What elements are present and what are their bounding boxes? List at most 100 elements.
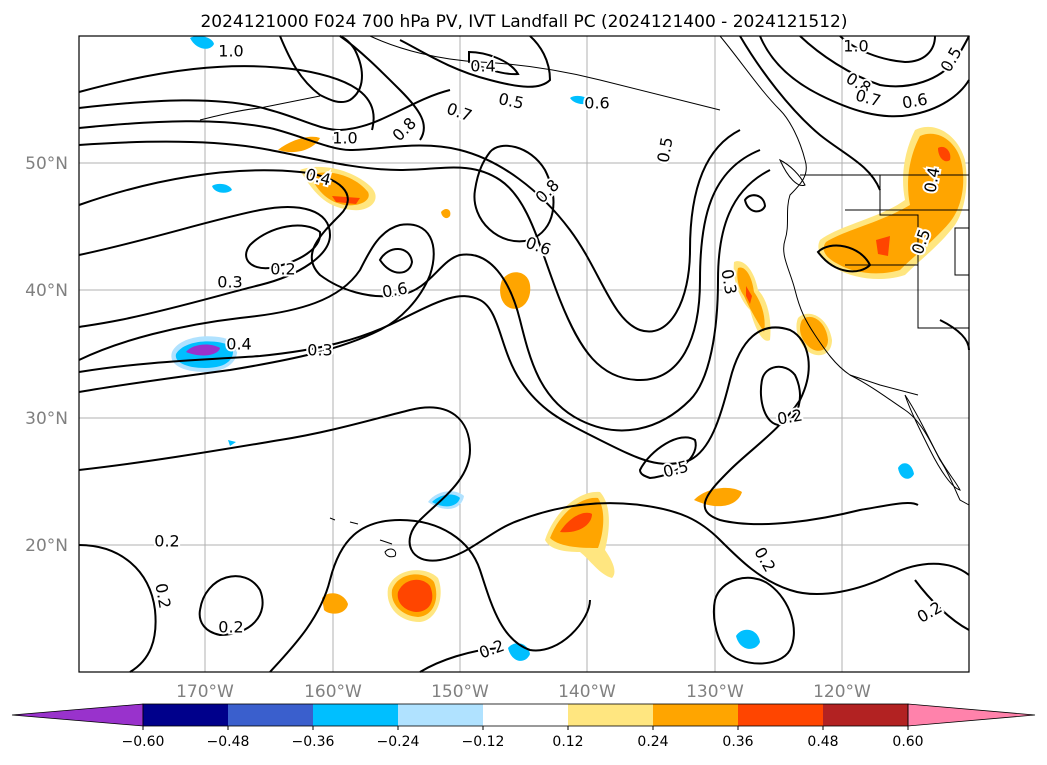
hawaii-islands xyxy=(329,517,397,558)
contour-label: 0.6 xyxy=(584,94,609,113)
pv-contour xyxy=(78,89,451,132)
us-mexico-border xyxy=(849,374,919,396)
colorbar-tick-label: 0.48 xyxy=(807,734,838,750)
pv-contour xyxy=(78,295,919,526)
colorbar-extend-min xyxy=(11,703,144,727)
longitude-labels: 170°W 160°W 150°W 140°W 130°W 120°W xyxy=(176,682,871,702)
pv-contour xyxy=(760,365,801,427)
colorbar-segment xyxy=(228,704,313,726)
colorbar-segment xyxy=(313,704,398,726)
colorbar-segment xyxy=(568,704,653,726)
negative-anomaly-shade xyxy=(212,183,232,193)
lon-label: 140°W xyxy=(558,682,616,702)
lat-label: 40°N xyxy=(25,281,68,301)
positive-anomaly-core xyxy=(560,512,592,533)
lat-label: 30°N xyxy=(25,409,68,429)
pv-contour xyxy=(78,544,157,673)
pv-contour xyxy=(712,576,795,665)
pv-contour xyxy=(78,206,332,328)
colorbar-segment xyxy=(653,704,738,726)
positive-anomaly-core xyxy=(938,146,951,162)
pv-contour xyxy=(399,35,552,88)
pv-contour xyxy=(468,50,520,76)
negative-anomaly-shade xyxy=(228,440,236,446)
positive-anomaly-core xyxy=(332,196,360,204)
colorbar-tick-label: 0.24 xyxy=(637,734,668,750)
map-title: 2024121000 F024 700 hPa PV, IVT Landfall… xyxy=(200,12,847,32)
lat-label: 20°N xyxy=(25,536,68,556)
contour-label: 0.4 xyxy=(470,57,495,76)
colorbar-tick-label: −0.36 xyxy=(292,734,335,750)
pv-contour xyxy=(78,406,970,596)
pv-contour xyxy=(759,35,970,118)
positive-anomaly-shade xyxy=(823,133,964,274)
colorbar-tick-label: −0.60 xyxy=(122,734,165,750)
positive-anomaly-shade xyxy=(500,272,531,309)
coastlines xyxy=(199,35,970,558)
pv-contour xyxy=(245,224,322,270)
lon-label: 170°W xyxy=(176,682,234,702)
colorbar-tick-label: 0.36 xyxy=(722,734,753,750)
colorbar-segment xyxy=(143,704,228,726)
pv-contour xyxy=(279,35,363,104)
colorbar-tick-label: 0.12 xyxy=(552,734,583,750)
contour-label: 0.3 xyxy=(217,273,242,292)
contour-label: 1.0 xyxy=(218,42,243,61)
colorbar: −0.60 −0.48 −0.36 −0.24 −0.12 0.12 0.24 0.36 0.4… xyxy=(11,703,1036,750)
negative-anomaly-shade xyxy=(898,463,914,479)
pv-contour xyxy=(339,35,425,141)
graticule xyxy=(79,36,969,672)
pv-contour xyxy=(78,65,375,131)
lon-label: 160°W xyxy=(304,682,362,702)
us-state-line xyxy=(845,264,919,290)
negative-anomaly-core xyxy=(186,344,220,356)
negative-anomaly-shade xyxy=(570,95,590,105)
positive-anomaly-core xyxy=(746,286,752,304)
positive-anomaly-core xyxy=(876,236,890,256)
positive-anomaly-core xyxy=(397,579,433,612)
alaska-coast xyxy=(369,35,721,111)
pv-contour xyxy=(198,575,264,637)
pv-contour xyxy=(799,35,970,88)
us-state-line xyxy=(879,175,969,329)
colorbar-tick-label: −0.24 xyxy=(377,734,420,750)
contour-label: 0.2 xyxy=(270,260,295,279)
pv-contour xyxy=(638,436,697,480)
baja-california xyxy=(904,394,961,491)
colorbar-tick-label: −0.12 xyxy=(462,734,505,750)
negative-anomaly-shade xyxy=(736,629,760,649)
pv-contour xyxy=(419,647,501,673)
colorbar-segment xyxy=(823,704,908,726)
colorbar-tick-label: −0.48 xyxy=(207,734,250,750)
latitude-labels: 50°N 40°N 30°N 20°N xyxy=(25,154,68,556)
colorbar-segment xyxy=(398,704,483,726)
lon-label: 120°W xyxy=(813,682,871,702)
pv-contour xyxy=(839,35,936,64)
colorbar-tick-label: 0.60 xyxy=(892,734,923,750)
pv-contour xyxy=(914,579,970,631)
colorbar-segment xyxy=(738,704,823,726)
contour-label: 1.0 xyxy=(332,129,357,148)
contour-label: 0.4 xyxy=(226,335,251,354)
contour-label: 0.2 xyxy=(218,618,243,637)
pv-contour xyxy=(78,120,741,333)
lon-label: 130°W xyxy=(686,682,744,702)
positive-anomaly-shade xyxy=(441,209,451,219)
contour-label: 0.2 xyxy=(154,532,179,551)
pv-contour xyxy=(78,140,761,382)
contour-label: 0.3 xyxy=(307,341,332,360)
map-frame xyxy=(78,35,970,673)
colorbar-frame xyxy=(142,703,909,727)
pv-contour xyxy=(473,144,555,243)
colorbar-segment xyxy=(483,704,568,726)
pv-contour xyxy=(78,169,771,432)
pv-contours xyxy=(78,35,970,673)
aleutian-islands xyxy=(199,95,321,121)
contour-label: 1.0 xyxy=(843,37,868,56)
positive-anomaly-shade xyxy=(322,593,348,614)
lat-label: 50°N xyxy=(25,154,68,174)
map-panel xyxy=(78,35,970,673)
north-america-coastline xyxy=(719,35,970,506)
positive-anomaly-shade xyxy=(310,172,369,206)
